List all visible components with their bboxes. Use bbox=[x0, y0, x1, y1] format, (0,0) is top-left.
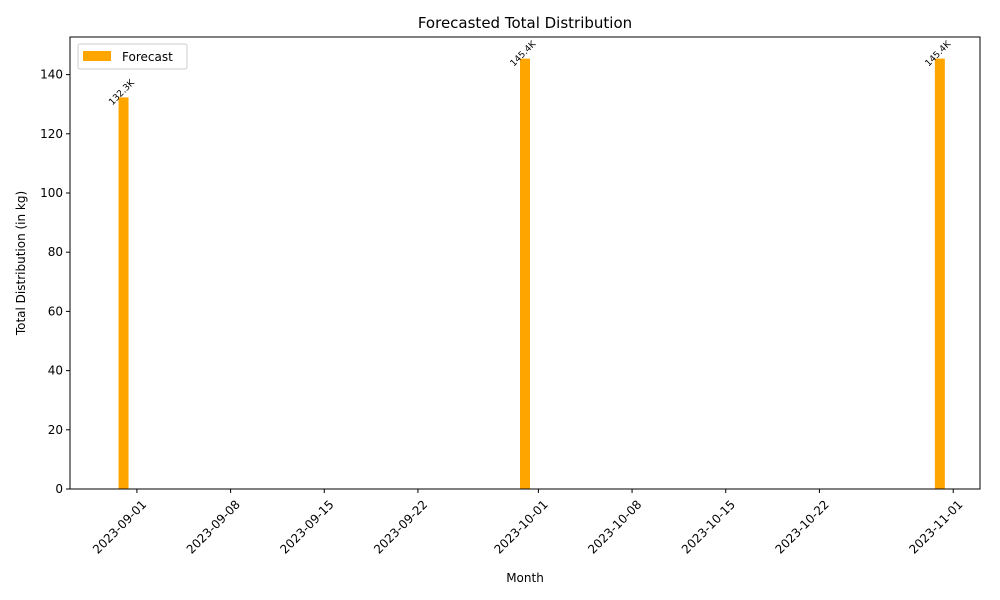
x-tick-label: 2023-09-01 bbox=[90, 497, 149, 556]
y-axis: 0 20 40 60 80 100 120 140 bbox=[40, 68, 70, 496]
y-tick-label: 20 bbox=[48, 423, 63, 437]
chart-title: Forecasted Total Distribution bbox=[418, 14, 632, 32]
y-tick-label: 100 bbox=[40, 186, 63, 200]
y-tick-label: 60 bbox=[48, 304, 63, 318]
x-tick-label: 2023-09-22 bbox=[371, 497, 430, 556]
x-tick-label: 2023-10-15 bbox=[679, 497, 738, 556]
legend: Forecast bbox=[77, 43, 188, 70]
legend-box bbox=[77, 43, 188, 70]
y-axis-label: Total Distribution (in kg) bbox=[14, 191, 28, 336]
x-axis: 2023-09-01 2023-09-08 2023-09-15 2023-09-22… bbox=[90, 489, 966, 557]
x-axis-label: Month bbox=[506, 571, 544, 585]
x-tick-label: 2023-09-08 bbox=[184, 497, 243, 556]
y-tick-label: 80 bbox=[48, 245, 63, 259]
legend-swatch bbox=[83, 51, 111, 61]
y-tick-label: 40 bbox=[48, 364, 63, 378]
legend-label: Forecast bbox=[122, 50, 173, 64]
x-tick-label: 2023-09-15 bbox=[277, 497, 336, 556]
x-tick-label: 2023-10-22 bbox=[773, 497, 832, 556]
y-tick-label: 120 bbox=[40, 127, 63, 141]
x-tick-label: 2023-11-01 bbox=[906, 497, 965, 556]
plot-frame bbox=[69, 36, 981, 490]
bar bbox=[934, 58, 945, 490]
bar bbox=[118, 97, 129, 489]
bars-layer bbox=[118, 58, 945, 490]
y-tick-label: 0 bbox=[55, 482, 63, 496]
x-tick-label: 2023-10-08 bbox=[585, 497, 644, 556]
y-tick-label: 140 bbox=[40, 68, 63, 82]
x-tick-label: 2023-10-01 bbox=[492, 497, 551, 556]
bar bbox=[520, 58, 530, 490]
